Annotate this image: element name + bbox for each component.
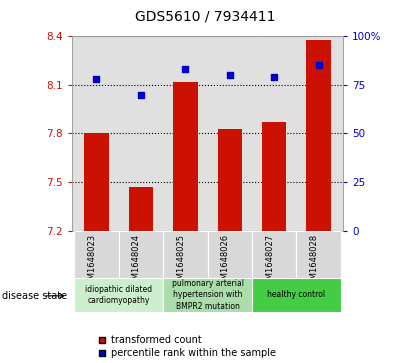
Bar — [129, 187, 153, 231]
Text: GDS5610 / 7934411: GDS5610 / 7934411 — [135, 9, 276, 23]
Bar — [163, 278, 252, 312]
Text: pulmonary arterial
hypertension with
BMPR2 mutation: pulmonary arterial hypertension with BMP… — [171, 280, 244, 310]
Text: GSM1648028: GSM1648028 — [310, 234, 319, 290]
Bar — [74, 231, 119, 278]
Bar — [163, 231, 208, 278]
Bar — [252, 231, 296, 278]
Bar — [252, 278, 341, 312]
Bar — [84, 134, 109, 231]
Text: GSM1648024: GSM1648024 — [132, 234, 141, 290]
Point — [138, 92, 144, 98]
Text: GSM1648023: GSM1648023 — [88, 234, 97, 290]
Point — [182, 66, 189, 72]
Bar — [208, 231, 252, 278]
Point — [315, 62, 322, 68]
Text: GSM1648027: GSM1648027 — [265, 234, 274, 290]
Point — [93, 76, 100, 82]
Bar — [296, 231, 341, 278]
Point — [226, 72, 233, 78]
Point — [271, 74, 277, 80]
Bar — [262, 122, 286, 231]
Text: disease state: disease state — [2, 291, 67, 301]
Bar — [173, 82, 198, 231]
Bar — [307, 40, 331, 231]
Bar — [119, 231, 163, 278]
Text: idiopathic dilated
cardiomyopathy: idiopathic dilated cardiomyopathy — [85, 285, 152, 305]
Bar — [217, 129, 242, 231]
Text: GSM1648026: GSM1648026 — [221, 234, 230, 290]
Bar — [74, 278, 163, 312]
Legend: transformed count, percentile rank within the sample: transformed count, percentile rank withi… — [99, 335, 276, 358]
Text: healthy control: healthy control — [268, 290, 326, 299]
Text: GSM1648025: GSM1648025 — [176, 234, 185, 290]
